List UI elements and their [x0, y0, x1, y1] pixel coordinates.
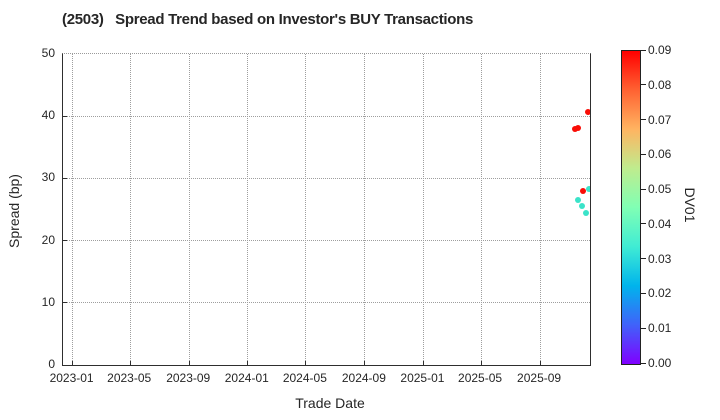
x-tick-label: 2024-05 [282, 371, 327, 385]
x-axis-tick [72, 361, 74, 365]
x-axis-tick [480, 361, 482, 365]
plot-area [62, 53, 591, 366]
colorbar-tick-label: 0.09 [648, 43, 672, 57]
grid-line-vertical [247, 54, 249, 365]
y-tick-label: 0 [48, 357, 55, 371]
colorbar-tick [641, 153, 646, 155]
y-tick-label: 20 [41, 232, 55, 247]
x-axis-tick [129, 361, 131, 365]
colorbar-tick-label: 0.00 [648, 356, 672, 370]
colorbar-tick-label: 0.07 [648, 112, 672, 127]
x-tick-label: 2024-01 [224, 371, 269, 385]
colorbar-tick-label: 0.06 [648, 147, 672, 162]
x-axis-label: Trade Date [295, 395, 365, 411]
colorbar-tick [641, 188, 646, 190]
grid-line-vertical [539, 54, 541, 365]
data-point [582, 210, 589, 217]
x-tick-label: 2025-05 [458, 371, 503, 385]
grid-line-horizontal [63, 240, 590, 242]
colorbar-tick-label: 0.05 [648, 182, 672, 197]
grid-line-horizontal [63, 115, 590, 117]
chart-title: (2503) Spread Trend based on Investor's … [62, 11, 474, 28]
colorbar-tick [641, 362, 646, 364]
x-axis-tick [539, 361, 541, 365]
grid-line-vertical [129, 54, 131, 365]
y-axis-tick [63, 115, 67, 117]
data-point [575, 197, 581, 204]
grid-line-vertical [422, 54, 424, 365]
data-point [571, 125, 578, 132]
data-point [585, 109, 590, 116]
y-axis-tick [63, 302, 67, 304]
colorbar-label: DV01 [682, 187, 698, 223]
data-point [578, 202, 585, 209]
colorbar-tick [641, 258, 646, 260]
colorbar-tick-label: 0.02 [648, 286, 672, 301]
colorbar-tick [641, 292, 646, 294]
data-point [579, 187, 586, 194]
x-tick-label: 2023-01 [49, 371, 94, 385]
colorbar-tick [641, 119, 646, 121]
colorbar-tick-label: 0.04 [648, 216, 672, 231]
grid-line-horizontal [63, 302, 590, 304]
x-axis-tick [247, 361, 249, 365]
grid-line-vertical [72, 54, 74, 365]
colorbar-tick [641, 223, 646, 225]
y-tick-label: 40 [41, 108, 55, 123]
grid-line-horizontal [63, 177, 590, 179]
colorbar-tick-label: 0.03 [648, 251, 672, 266]
x-axis-tick [422, 361, 424, 365]
x-axis-tick [188, 361, 190, 365]
y-tick-label: 10 [41, 294, 55, 309]
y-axis-tick [63, 177, 67, 179]
y-tick-label: 30 [41, 170, 55, 185]
colorbar-tick [641, 49, 646, 51]
x-tick-label: 2025-09 [517, 371, 562, 385]
y-axis-tick [63, 240, 67, 242]
grid-line-vertical [305, 54, 307, 365]
x-tick-label: 2023-09 [166, 371, 211, 385]
x-axis-tick [364, 361, 366, 365]
x-tick-label: 2024-09 [341, 371, 386, 385]
colorbar-tick-label: 0.08 [648, 77, 672, 92]
grid-line-vertical [480, 54, 482, 365]
colorbar-tick-label: 0.01 [648, 321, 672, 336]
colorbar-tick [641, 327, 646, 329]
grid-line-vertical [188, 54, 190, 365]
colorbar-tick [641, 84, 646, 86]
data-point [575, 125, 581, 132]
colorbar [621, 50, 641, 365]
grid-line-vertical [364, 54, 366, 365]
x-tick-label: 2025-01 [400, 371, 445, 385]
x-tick-label: 2023-05 [107, 371, 152, 385]
data-point [586, 185, 590, 192]
x-axis-tick [305, 361, 307, 365]
y-tick-label: 50 [41, 46, 55, 60]
